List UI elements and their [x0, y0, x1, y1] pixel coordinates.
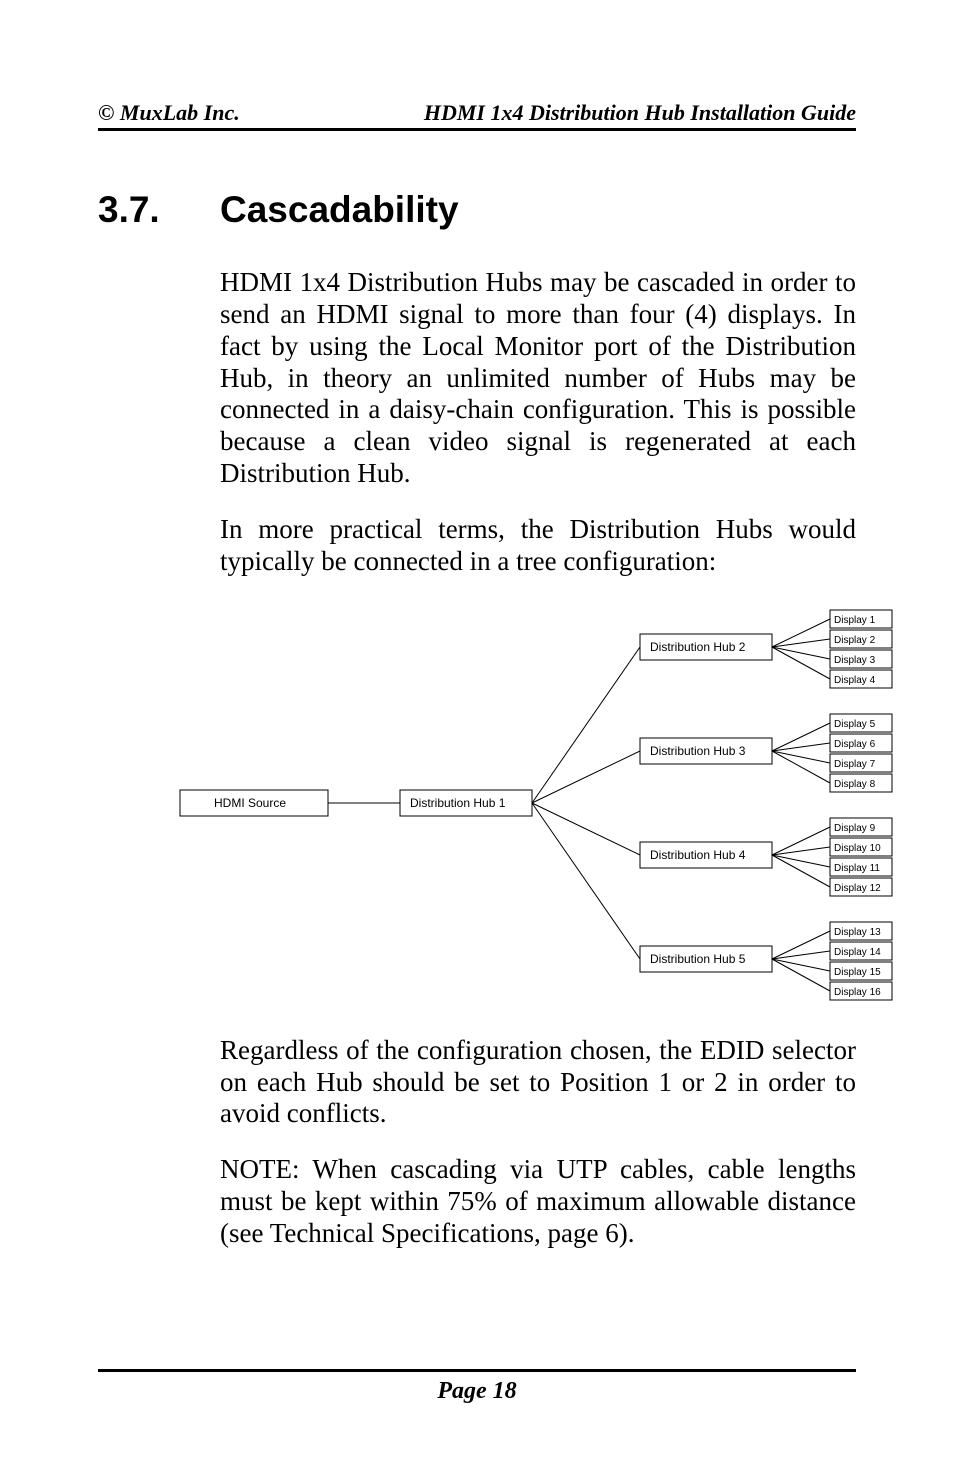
- svg-text:Display 6: Display 6: [834, 739, 876, 750]
- footer-page: Page 18: [437, 1378, 516, 1404]
- svg-text:Display 12: Display 12: [834, 883, 881, 894]
- svg-text:Display 8: Display 8: [834, 779, 876, 790]
- paragraph-4: NOTE: When cascading via UTP cables, cab…: [220, 1154, 856, 1250]
- svg-text:Distribution Hub 1: Distribution Hub 1: [410, 796, 506, 810]
- tree-diagram: HDMI Source Distribution Hub 1 Distributio…: [160, 602, 856, 1013]
- svg-text:Display 5: Display 5: [834, 719, 876, 730]
- body-content: HDMI 1x4 Distribution Hubs may be cascad…: [220, 267, 856, 1250]
- svg-text:Display 9: Display 9: [834, 823, 876, 834]
- svg-text:Display 7: Display 7: [834, 759, 876, 770]
- paragraph-3: Regardless of the configuration chosen, …: [220, 1035, 856, 1131]
- svg-text:Distribution Hub 3: Distribution Hub 3: [650, 744, 746, 758]
- header-left: © MuxLab Inc.: [98, 100, 240, 126]
- svg-text:Display 1: Display 1: [834, 615, 876, 626]
- svg-text:HDMI Source: HDMI Source: [214, 796, 286, 810]
- paragraph-1: HDMI 1x4 Distribution Hubs may be cascad…: [220, 267, 856, 490]
- svg-text:Display 13: Display 13: [834, 927, 881, 938]
- svg-text:Distribution Hub 5: Distribution Hub 5: [650, 952, 746, 966]
- svg-text:Display 2: Display 2: [834, 635, 876, 646]
- section-number: 3.7.: [98, 189, 220, 231]
- page-header: © MuxLab Inc. HDMI 1x4 Distribution Hub …: [98, 100, 856, 131]
- svg-text:Display 3: Display 3: [834, 655, 876, 666]
- section-heading: 3.7. Cascadability: [98, 189, 856, 231]
- svg-text:Display 14: Display 14: [834, 947, 881, 958]
- page-footer: Page 18: [98, 1369, 856, 1405]
- diagram-svg: HDMI Source Distribution Hub 1 Distributio…: [160, 602, 920, 1008]
- svg-text:Distribution Hub 4: Distribution Hub 4: [650, 848, 746, 862]
- svg-text:Display 11: Display 11: [834, 863, 880, 874]
- svg-text:Display 15: Display 15: [834, 967, 881, 978]
- svg-text:Display 16: Display 16: [834, 987, 881, 998]
- section-title: Cascadability: [220, 189, 459, 231]
- paragraph-2: In more practical terms, the Distributio…: [220, 514, 856, 578]
- header-right: HDMI 1x4 Distribution Hub Installation G…: [424, 100, 856, 126]
- svg-text:Distribution Hub 2: Distribution Hub 2: [650, 640, 746, 654]
- svg-text:Display 10: Display 10: [834, 843, 881, 854]
- svg-text:Display 4: Display 4: [834, 675, 876, 686]
